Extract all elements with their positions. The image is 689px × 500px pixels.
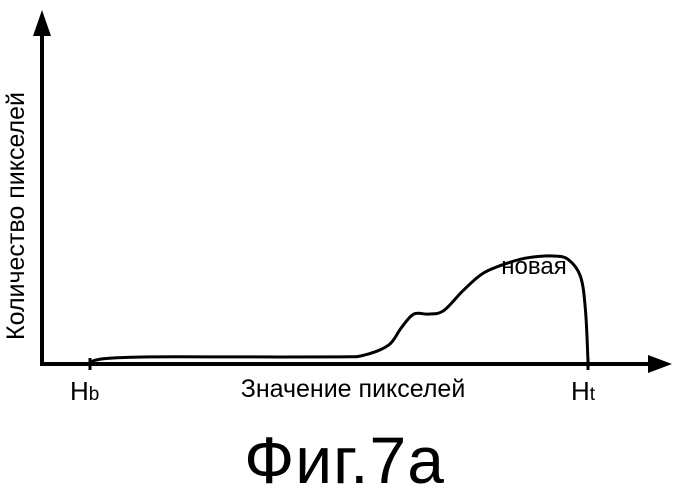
x-axis-title: Значение пикселей (241, 375, 466, 403)
x-axis-arrow (648, 355, 672, 373)
x-tick-label-ht: Ht (571, 376, 596, 406)
y-axis-title: Количество пикселей (2, 92, 30, 340)
series-line-novaya (88, 254, 590, 364)
y-axis-arrow (33, 10, 51, 36)
x-tick-label-hb: Hb (70, 376, 99, 406)
series-label-novaya: новая (501, 253, 566, 280)
figure-caption: Фиг.7a (244, 423, 445, 497)
